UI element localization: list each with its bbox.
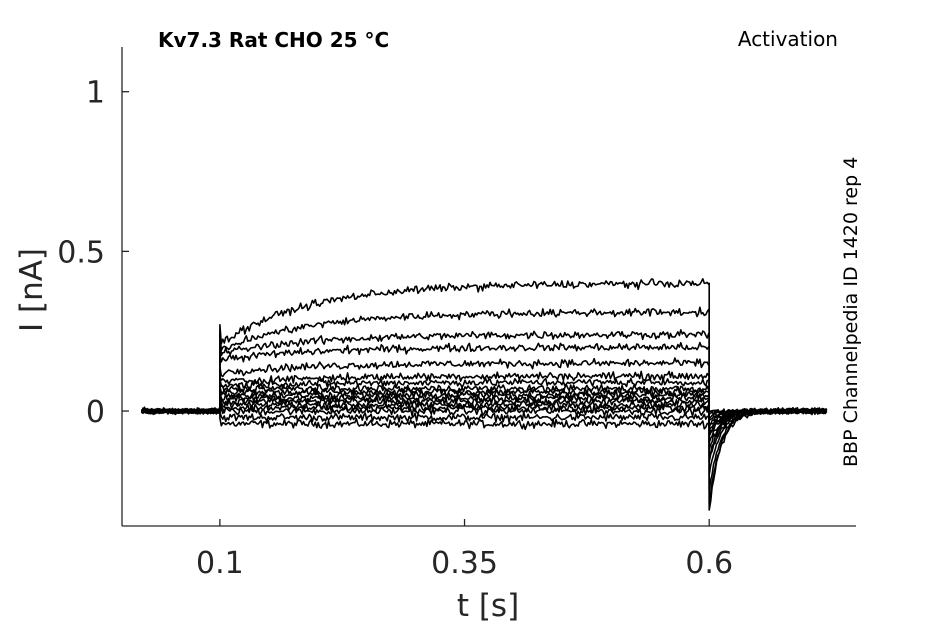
current-sweep-line (141, 370, 828, 457)
protocol-label: Activation (738, 27, 838, 51)
y-axis-label: I [nA] (14, 248, 50, 332)
chart-title: Kv7.3 Rat CHO 25 °C (158, 28, 389, 52)
current-sweep-line (140, 278, 828, 511)
current-sweep-line (140, 382, 828, 444)
y-tick-label: 1 (86, 76, 105, 111)
y-tick-label: 0 (86, 395, 105, 430)
y-tick-label: 0.5 (57, 235, 105, 270)
current-sweep-line (141, 407, 827, 423)
current-sweep-line (140, 391, 827, 431)
source-id-label: BBP Channelpedia ID 1420 rep 4 (840, 157, 862, 467)
y-axis-ticks: 00.51 (57, 76, 129, 430)
x-tick-label: 0.1 (196, 546, 244, 581)
current-sweep-line (140, 377, 828, 451)
current-sweep-line (140, 407, 828, 431)
current-sweep-line (141, 357, 827, 463)
x-axis-label: t [s] (457, 588, 519, 624)
x-axis-ticks: 0.1 0.35 0.6 (196, 519, 733, 581)
axes (121, 47, 856, 527)
x-tick-label: 0.35 (431, 546, 498, 581)
x-tick-label: 0.6 (685, 546, 733, 581)
current-sweep-line (140, 341, 828, 476)
current-traces (140, 278, 828, 511)
current-sweep-line (140, 329, 828, 492)
